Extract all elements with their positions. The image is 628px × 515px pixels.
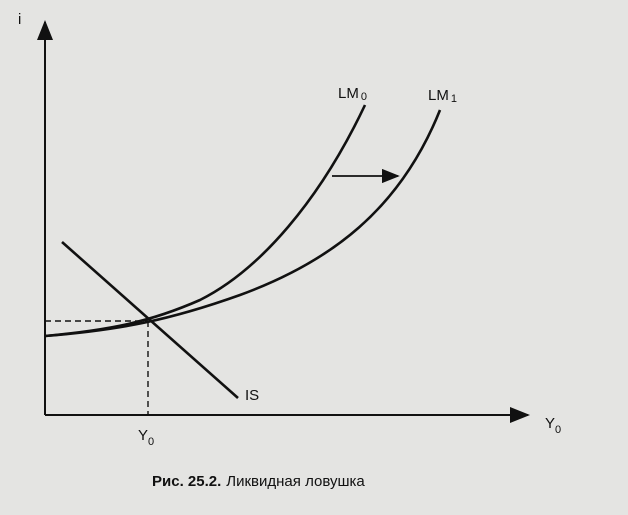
is-curve (61, 241, 239, 399)
label-text: LM (338, 85, 359, 102)
x-axis-label: Y0 (545, 415, 561, 436)
is-label: IS (245, 387, 259, 404)
label-subscript: 0 (555, 424, 561, 436)
caption: Рис. 25.2. Ликвидная ловушка (152, 473, 365, 490)
caption-number: Рис. 25.2. (152, 473, 221, 490)
y-axis-label: i (18, 11, 21, 28)
lm1-label: LM 1 (428, 87, 457, 105)
caption-title: Ликвидная ловушка (226, 473, 365, 490)
equilibrium-label: Y0 (138, 427, 154, 448)
label-text: Y (138, 427, 148, 444)
equilibrium-guides (45, 320, 149, 415)
lm1-curve (44, 109, 442, 338)
lm0-curve (44, 104, 367, 338)
label-subscript: 0 (361, 91, 367, 103)
lm0-label: LM 0 (338, 85, 367, 103)
axes (37, 20, 530, 423)
label-subscript: 1 (451, 93, 457, 105)
label-text: LM (428, 87, 449, 104)
label-subscript: 0 (148, 436, 154, 448)
label-text: Y (545, 415, 555, 432)
